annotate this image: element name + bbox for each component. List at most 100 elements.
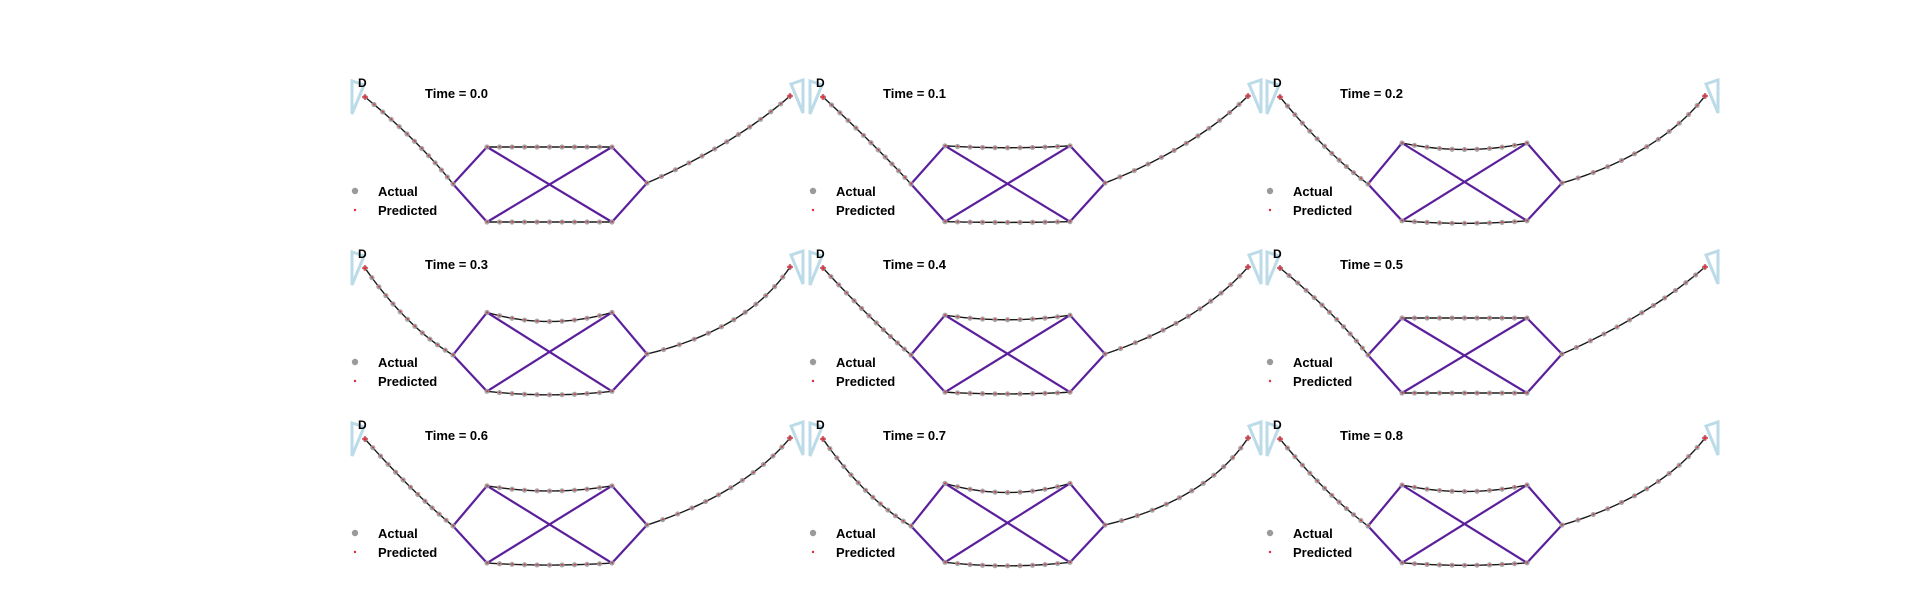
predicted-node — [896, 341, 899, 344]
predicted-node — [446, 175, 449, 178]
predicted-node — [379, 455, 382, 457]
legend-predicted-label: Predicted — [378, 374, 437, 389]
predicted-node — [611, 145, 614, 148]
predicted-node — [1162, 329, 1165, 331]
predicted-node — [1338, 159, 1341, 161]
predicted-node — [1438, 221, 1441, 224]
left-cable — [822, 438, 912, 527]
truss-member-0 — [1367, 317, 1403, 356]
predicted-node — [611, 220, 614, 223]
predicted-node — [1646, 145, 1648, 148]
legend-predicted-marker — [811, 550, 815, 554]
right-support — [1703, 419, 1720, 456]
legend-actual-label: Actual — [378, 184, 418, 199]
predicted-node — [944, 314, 947, 316]
truss-member-0 — [452, 311, 488, 356]
right-cable — [1104, 266, 1249, 355]
predicted-node — [1592, 171, 1595, 174]
predicted-node — [413, 140, 416, 142]
predicted-node — [1438, 489, 1441, 492]
predicted-node — [498, 562, 501, 565]
right-cable — [646, 95, 791, 184]
predicted-node — [452, 182, 455, 185]
predicted-node — [701, 154, 704, 157]
panel-8: D Time = 0.8 Actual Predicted — [1265, 418, 1720, 568]
predicted-node — [523, 563, 526, 566]
predicted-node — [611, 484, 614, 487]
legend-actual-marker — [1266, 358, 1274, 366]
predicted-node — [1463, 391, 1466, 394]
predicted-node — [561, 489, 564, 492]
truss-member-5 — [611, 524, 648, 564]
predicted-node — [1476, 222, 1479, 224]
predicted-node — [1349, 332, 1352, 335]
predicted-node — [1104, 181, 1107, 184]
predicted-node — [693, 338, 696, 340]
predicted-node — [981, 564, 984, 566]
predicted-node — [1355, 339, 1358, 342]
predicted-node — [762, 463, 765, 466]
predicted-node — [737, 133, 740, 136]
predicted-node — [1031, 317, 1034, 320]
predicted-node — [904, 176, 907, 179]
left-support — [1265, 420, 1282, 457]
predicted-node — [1463, 148, 1466, 151]
predicted-node — [969, 563, 972, 566]
predicted-node — [1526, 219, 1529, 222]
predicted-node — [1657, 138, 1660, 140]
predicted-node — [1309, 472, 1311, 474]
truss-member-4 — [1069, 482, 1106, 526]
predicted-node — [372, 446, 374, 449]
predicted-node — [1451, 316, 1454, 319]
predicted-node — [1577, 518, 1580, 521]
predicted-node — [882, 328, 885, 331]
predicted-node — [956, 145, 959, 148]
predicted-node — [498, 220, 501, 223]
truss-member-5 — [1069, 182, 1106, 223]
predicted-node — [1213, 474, 1216, 476]
predicted-node — [395, 471, 397, 473]
predicted-node — [406, 132, 409, 135]
predicted-node — [1501, 316, 1504, 319]
predicted-node — [843, 465, 846, 468]
predicted-node — [981, 489, 984, 492]
predicted-node — [1286, 446, 1289, 449]
predicted-node — [1006, 221, 1009, 224]
predicted-node — [1607, 507, 1609, 510]
right-anchor-marker — [787, 435, 793, 441]
predicted-node — [1328, 311, 1331, 313]
predicted-node — [1019, 146, 1022, 149]
predicted-node — [944, 482, 947, 485]
predicted-node — [1197, 134, 1200, 137]
predicted-node — [1426, 563, 1429, 566]
legend-predicted-marker — [1268, 550, 1272, 554]
legend-actual-label: Actual — [836, 184, 876, 199]
truss-member-4 — [611, 146, 648, 184]
predicted-node — [677, 512, 679, 515]
predicted-node — [586, 488, 589, 490]
predicted-node — [1230, 283, 1232, 286]
predicted-node — [523, 318, 526, 321]
predicted-node — [1044, 563, 1047, 566]
predicted-node — [981, 146, 984, 149]
anchor-label-d: D — [358, 418, 367, 432]
predicted-node — [1313, 296, 1316, 299]
predicted-node — [720, 325, 723, 328]
predicted-node — [1104, 523, 1107, 526]
predicted-node — [1438, 147, 1441, 150]
predicted-node — [1006, 564, 1009, 567]
predicted-node — [511, 145, 514, 148]
predicted-node — [1288, 274, 1291, 277]
predicted-node — [646, 181, 649, 184]
legend-actual-marker — [809, 529, 817, 537]
predicted-node — [855, 126, 858, 129]
predicted-node — [1187, 315, 1190, 317]
left-anchor-marker — [362, 436, 368, 442]
anchor-label-d: D — [816, 247, 825, 261]
predicted-node — [1526, 141, 1529, 144]
predicted-node — [598, 562, 601, 565]
predicted-node — [674, 168, 677, 171]
predicted-node — [903, 347, 906, 350]
predicted-node — [730, 486, 732, 489]
truss-member-0 — [452, 146, 488, 185]
